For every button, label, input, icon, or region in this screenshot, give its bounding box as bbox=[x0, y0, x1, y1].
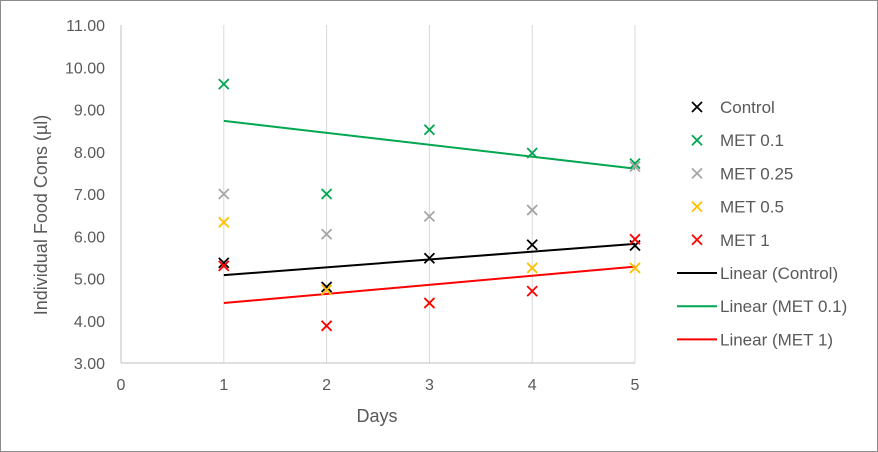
data-point bbox=[629, 160, 641, 173]
legend-label: MET 0.1 bbox=[720, 131, 784, 150]
axes: 0 1 2 3 4 5 3.00 4.00 5.00 6.00 7.00 8.00 9.00 10.00 1… bbox=[65, 18, 640, 394]
data-point bbox=[423, 252, 436, 264]
data-point bbox=[320, 188, 333, 200]
x-tick-label: 3 bbox=[425, 377, 434, 394]
grid-lines bbox=[223, 25, 636, 363]
y-tick-label: 11.00 bbox=[66, 18, 105, 35]
legend-label: MET 1 bbox=[720, 231, 770, 250]
legend-label: MET 0.5 bbox=[720, 198, 784, 217]
legend-marker bbox=[691, 234, 703, 246]
legend-label: Control bbox=[720, 98, 775, 117]
data-points bbox=[218, 78, 641, 332]
x-axis-title: Days bbox=[356, 406, 397, 426]
legend-label: Linear (MET 1) bbox=[720, 330, 833, 349]
legend-marker bbox=[691, 134, 703, 146]
y-tick-label: 4.00 bbox=[74, 314, 105, 331]
legend-label: Linear (Control) bbox=[720, 264, 838, 283]
data-point bbox=[320, 228, 333, 240]
data-point bbox=[218, 260, 230, 272]
legend-marker bbox=[691, 167, 703, 180]
data-point bbox=[526, 204, 538, 216]
legend-marker bbox=[691, 101, 703, 113]
data-point bbox=[218, 188, 230, 200]
y-axis-title: Individual Food Cons (µl) bbox=[31, 115, 51, 315]
data-point bbox=[320, 281, 333, 293]
x-tick-label: 0 bbox=[117, 377, 126, 394]
y-tick-label: 8.00 bbox=[74, 145, 105, 162]
data-point bbox=[629, 157, 641, 170]
legend-label: MET 0.25 bbox=[720, 164, 793, 183]
data-point bbox=[526, 239, 538, 251]
data-point bbox=[218, 257, 230, 269]
trendline bbox=[223, 265, 636, 305]
x-tick-label: 4 bbox=[528, 377, 537, 394]
data-point bbox=[320, 284, 333, 296]
y-tick-label: 6.00 bbox=[74, 229, 105, 246]
legend: Control MET 0.1 MET 0.25 MET 0.5 MET 1 Linear… bbox=[677, 98, 847, 349]
data-point bbox=[526, 262, 538, 274]
data-point bbox=[423, 210, 436, 223]
x-tick-label: 1 bbox=[219, 377, 228, 394]
legend-label: Linear (MET 0.1) bbox=[720, 297, 847, 316]
data-point bbox=[423, 297, 436, 309]
data-point bbox=[629, 262, 641, 274]
trendline bbox=[223, 119, 636, 170]
data-point bbox=[629, 233, 641, 245]
y-tick-label: 7.00 bbox=[74, 187, 105, 204]
data-point bbox=[526, 147, 538, 159]
x-tick-label: 5 bbox=[631, 377, 640, 394]
y-tick-label: 10.00 bbox=[65, 60, 105, 77]
x-tick-label: 2 bbox=[322, 377, 331, 394]
y-tick-label: 9.00 bbox=[74, 103, 105, 120]
data-point bbox=[218, 78, 230, 90]
y-tick-label: 3.00 bbox=[74, 356, 105, 373]
data-point bbox=[526, 285, 538, 297]
legend-marker bbox=[691, 200, 703, 213]
data-point bbox=[423, 124, 436, 136]
y-tick-label: 5.00 bbox=[74, 272, 105, 289]
data-point bbox=[218, 216, 230, 228]
data-point bbox=[320, 320, 333, 332]
